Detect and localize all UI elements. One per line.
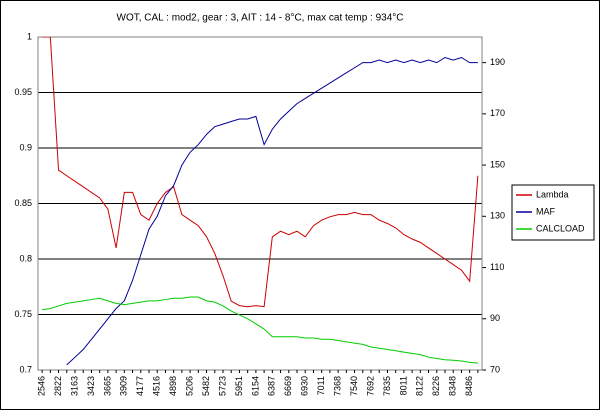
x-tick-label: 8226 (431, 376, 441, 396)
x-tick-label: 3909 (119, 376, 129, 396)
series-group (42, 37, 479, 366)
x-tick-label: 8122 (415, 376, 425, 396)
x-tick-label: 8348 (448, 376, 458, 396)
x-tick-label: 5206 (184, 376, 194, 396)
x-tick-label: 4898 (168, 376, 178, 396)
x-tick-label: 3163 (69, 376, 79, 396)
y-tick-label: 0.75 (14, 309, 32, 319)
y2-tick-label: 70 (490, 364, 500, 374)
series-line (42, 37, 479, 308)
y2-tick-label: 110 (490, 262, 504, 272)
y-tick-label: 0.95 (14, 87, 32, 97)
x-tick-label: 4516 (152, 376, 162, 396)
legend-label: Lambda (536, 189, 569, 199)
x-tick-label: 3665 (102, 376, 112, 396)
y-tick-label: 0.8 (19, 253, 32, 263)
legend-label: CALCLOAD (536, 223, 585, 233)
x-tick-label: 3423 (86, 376, 96, 396)
x-tick-label: 7835 (382, 376, 392, 396)
x-tick-label: 4177 (135, 376, 145, 396)
y2-tick-label: 190 (490, 57, 505, 67)
y-tick-label: 1 (27, 31, 32, 41)
y2-tick-label: 170 (490, 108, 505, 118)
x-tick-label: 7540 (349, 376, 359, 396)
chart-title: WOT, CAL : mod2, gear : 3, AIT : 14 - 8°… (117, 13, 404, 24)
y-tick-label: 0.9 (19, 142, 32, 152)
series-line (42, 296, 478, 364)
y-tick-label: 0.85 (14, 198, 32, 208)
x-tick-label: 6154 (250, 376, 260, 396)
x-tick-label: 8011 (398, 376, 408, 395)
x-tick-label: 6669 (283, 376, 293, 396)
plot-area (37, 36, 483, 371)
y-tick-label: 0.7 (19, 364, 32, 374)
x-tick-label: 5723 (217, 376, 227, 396)
x-tick-label: 5951 (234, 376, 244, 396)
x-tick-label: 7011 (316, 376, 326, 395)
x-tick-label: 7692 (365, 376, 375, 396)
x-tick-label: 6387 (267, 376, 277, 396)
y2-tick-label: 90 (490, 313, 500, 323)
x-tick-label: 6930 (300, 376, 310, 396)
x-tick-label: 2822 (53, 376, 63, 396)
series-line (66, 56, 478, 366)
y2-tick-label: 130 (490, 211, 505, 221)
legend-label: MAF (536, 206, 556, 216)
x-tick-label: 5482 (201, 376, 211, 396)
x-tick-label: 7368 (332, 376, 342, 396)
y2-tick-label: 150 (490, 159, 505, 169)
x-tick-label: 8486 (464, 376, 474, 396)
x-tick-label: 2546 (36, 376, 46, 396)
